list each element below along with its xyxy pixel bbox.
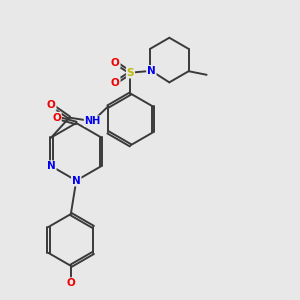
Text: NH: NH [85,116,101,126]
Text: O: O [111,58,120,68]
Text: O: O [47,100,56,110]
Text: N: N [72,176,81,186]
Text: N: N [47,161,56,171]
Text: O: O [67,278,75,288]
Text: N: N [147,66,156,76]
Text: S: S [127,68,134,78]
Text: O: O [52,112,61,123]
Text: O: O [111,78,120,88]
